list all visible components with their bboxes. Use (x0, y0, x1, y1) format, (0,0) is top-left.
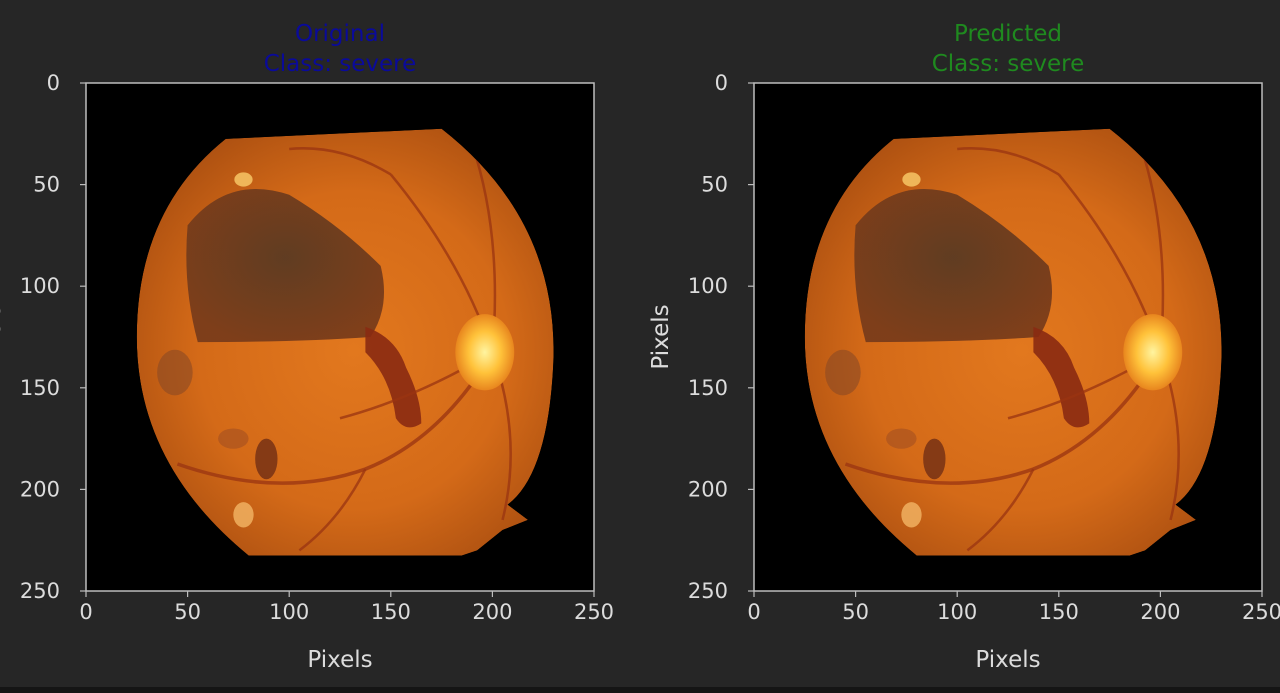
x-tick-label: 100 (937, 600, 977, 624)
y-tick-label: 150 (688, 376, 728, 400)
hemorrhage (186, 188, 385, 343)
y-tick-label: 200 (20, 477, 60, 501)
y-tick-label: 250 (688, 579, 728, 603)
blood-vessel (289, 147, 392, 176)
hemorrhage-drip (365, 326, 422, 428)
bottom-strip (0, 687, 1280, 693)
subplot-predicted: 0 50 100 150 200 250 0 50 100 150 200 250 Pixels Pixe… (648, 21, 1280, 673)
exudate (901, 502, 922, 528)
x-tick-label: 100 (269, 600, 309, 624)
fundus-image (804, 128, 1222, 556)
optic-disc (1123, 314, 1183, 391)
hemorrhage-drip (1033, 326, 1090, 428)
blood-vessel (844, 351, 1162, 485)
lesion (157, 349, 193, 396)
y-axis-label: Pixels (0, 304, 6, 369)
exudate (902, 172, 921, 187)
lesion (923, 438, 946, 480)
x-tick-label: 0 (747, 600, 760, 624)
x-tick-label: 50 (842, 600, 869, 624)
y-axis-label: Pixels (648, 304, 674, 369)
lesion (886, 428, 917, 449)
y-tick-label: 0 (47, 71, 60, 95)
subplot-original: 0 50 100 150 200 250 0 50 100 150 200 250 Pixels Pixe… (0, 21, 614, 673)
x-tick-label: 200 (1140, 600, 1180, 624)
subplot-title-line: Original (295, 21, 385, 47)
y-tick-label: 100 (20, 274, 60, 298)
lesion (218, 428, 249, 449)
x-tick-label: 150 (371, 600, 411, 624)
x-tick-label: 50 (174, 600, 201, 624)
y-tick-label: 50 (33, 173, 60, 197)
exudate (234, 172, 253, 187)
lesion (255, 438, 278, 480)
blood-vessel (298, 468, 367, 552)
fundus-image (136, 128, 554, 556)
x-tick-label: 150 (1039, 600, 1079, 624)
x-tick-label: 200 (472, 600, 512, 624)
hemorrhage (854, 188, 1053, 343)
lesion (825, 349, 861, 396)
axes-frame (85, 82, 595, 592)
x-tick-label: 250 (574, 600, 614, 624)
axes-frame (753, 82, 1263, 592)
y-tick-label: 200 (688, 477, 728, 501)
y-tick-label: 150 (20, 376, 60, 400)
y-tick-label: 50 (701, 173, 728, 197)
blood-vessel (966, 468, 1035, 552)
y-tick-label: 0 (715, 71, 728, 95)
y-tick-label: 100 (688, 274, 728, 298)
subplot-title-line: Class: severe (932, 51, 1085, 77)
subplot-title-line: Predicted (954, 21, 1062, 47)
blood-vessel (957, 147, 1060, 176)
exudate (233, 502, 254, 528)
x-tick-label: 0 (79, 600, 92, 624)
x-axis-label: Pixels (975, 647, 1040, 673)
y-tick-label: 250 (20, 579, 60, 603)
optic-disc (455, 314, 515, 391)
x-tick-label: 250 (1242, 600, 1280, 624)
x-axis-label: Pixels (307, 647, 372, 673)
subplot-title-line: Class: severe (264, 51, 417, 77)
